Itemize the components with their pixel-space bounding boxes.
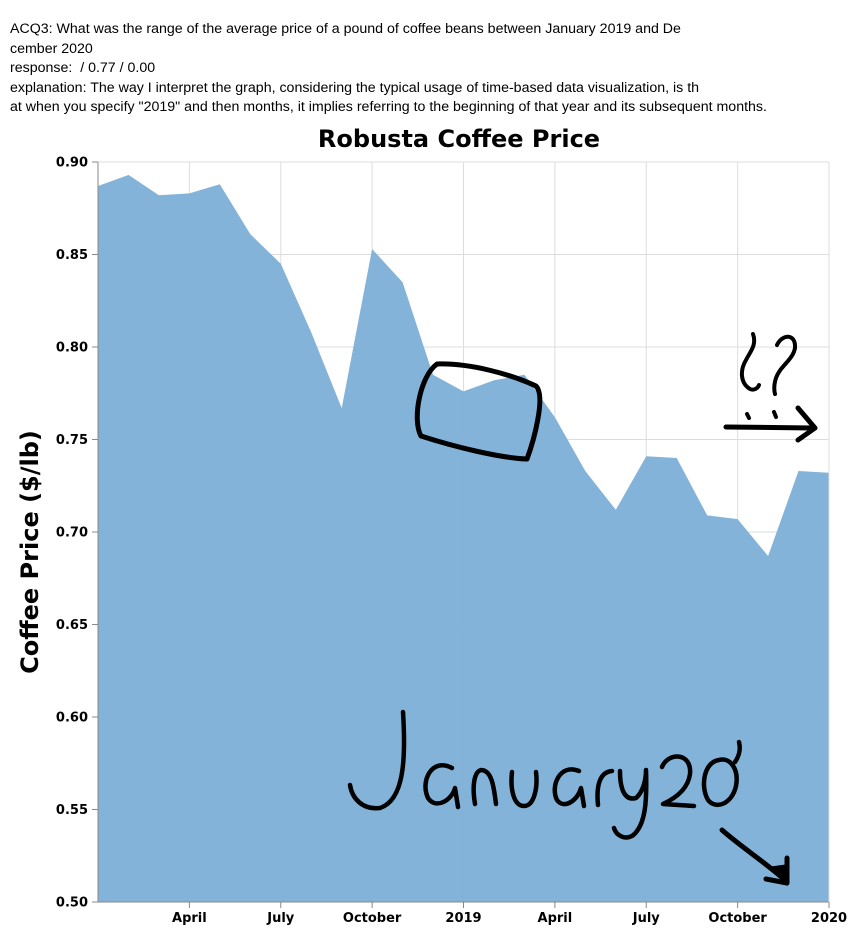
handwritten-question-marks [739, 332, 797, 420]
x-tick-label: 2020 [811, 911, 847, 926]
handwritten-january-text [347, 709, 743, 840]
handwritten-circle [414, 361, 543, 462]
y-tick-label: 0.70 [56, 526, 88, 541]
question-header: ACQ3: What was the range of the average … [10, 20, 860, 118]
y-tick-label: 0.50 [56, 896, 88, 911]
x-tick-label: April [538, 911, 573, 926]
response-line: response: / 0.77 / 0.00 [10, 60, 156, 76]
x-axis-ticks: April July October 2019 April July October 2020 [172, 902, 847, 926]
price-area [98, 174, 829, 902]
x-tick-label: 2019 [445, 911, 481, 926]
y-axis-label: Coffee Price ($/lb) [16, 430, 44, 674]
y-tick-label: 0.65 [56, 618, 88, 633]
explanation-line-2: at when you specify "2019" and then mont… [10, 99, 767, 115]
y-tick-label: 0.75 [56, 433, 88, 448]
question-line-1: ACQ3: What was the range of the average … [10, 21, 681, 37]
handwritten-right-arrow [723, 405, 818, 443]
y-tick-label: 0.80 [56, 341, 88, 356]
y-axis-ticks: 0.50 0.55 0.60 0.65 0.70 0.75 0.80 0.85 0.90 [56, 156, 98, 911]
explanation-line-1: explanation: The way I interpret the gra… [10, 79, 700, 96]
y-tick-label: 0.85 [56, 248, 88, 263]
x-tick-label: October [343, 911, 402, 926]
x-tick-label: July [266, 911, 295, 926]
x-tick-label: October [708, 911, 767, 926]
question-line-2: cember 2020 [10, 40, 93, 57]
chart-title: Robusta Coffee Price [318, 125, 600, 153]
y-tick-label: 0.55 [56, 803, 88, 818]
x-tick-label: July [632, 911, 661, 926]
x-tick-label: April [172, 911, 207, 926]
y-tick-label: 0.90 [56, 156, 88, 171]
y-tick-label: 0.60 [56, 711, 88, 726]
arrow-head [767, 864, 789, 886]
handwritten-annotations [347, 332, 818, 886]
